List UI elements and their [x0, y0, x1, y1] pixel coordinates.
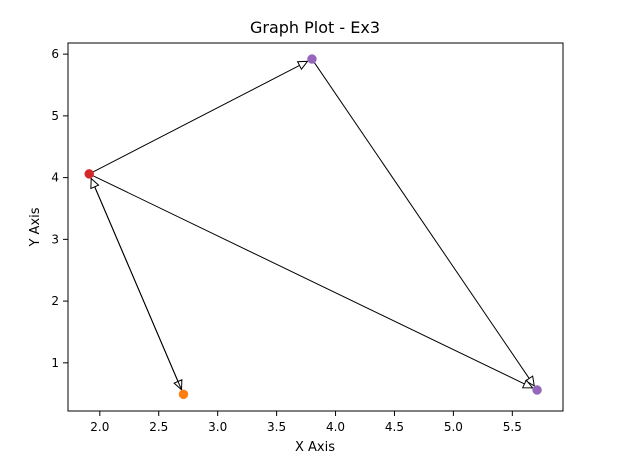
x-axis-label: X Axis: [295, 440, 335, 455]
data-point: [532, 385, 542, 395]
x-tick-label: 3.0: [208, 420, 227, 434]
x-axis-ticks: 2.0 2.5 3.0 3.5 4.0 4.5 5.0 5.5: [90, 411, 522, 434]
y-axis-ticks: 1 2 3 4 5 6: [51, 47, 68, 370]
x-tick-label: 4.0: [326, 420, 345, 434]
edge-line: [88, 173, 525, 385]
data-point: [84, 169, 94, 179]
arrowhead: [296, 60, 309, 71]
x-tick-label: 5.0: [444, 420, 463, 434]
y-tick-label: 1: [51, 356, 59, 370]
x-tick-label: 4.5: [385, 420, 404, 434]
edge-line: [94, 186, 184, 395]
data-point: [307, 54, 317, 64]
arrowhead: [521, 379, 534, 389]
y-tick-label: 2: [51, 294, 59, 308]
edge-line: [88, 65, 300, 175]
y-tick-label: 3: [51, 232, 59, 246]
chart-title: Graph Plot - Ex3: [250, 18, 380, 37]
y-tick-label: 6: [51, 47, 59, 61]
arrowhead: [524, 375, 535, 387]
points-layer: [84, 54, 542, 400]
x-tick-label: 3.5: [267, 420, 286, 434]
y-tick-label: 5: [51, 109, 59, 123]
edge-line: [311, 58, 530, 379]
plot-area-frame: [67, 42, 564, 412]
y-tick-label: 4: [51, 171, 59, 185]
x-tick-label: 2.0: [90, 420, 109, 434]
x-tick-label: 5.5: [503, 420, 522, 434]
x-tick-label: 2.5: [149, 420, 168, 434]
edges-layer: [88, 58, 535, 395]
y-axis-label: Y Axis: [28, 207, 43, 247]
data-point: [178, 389, 189, 400]
arrowhead: [90, 177, 100, 190]
